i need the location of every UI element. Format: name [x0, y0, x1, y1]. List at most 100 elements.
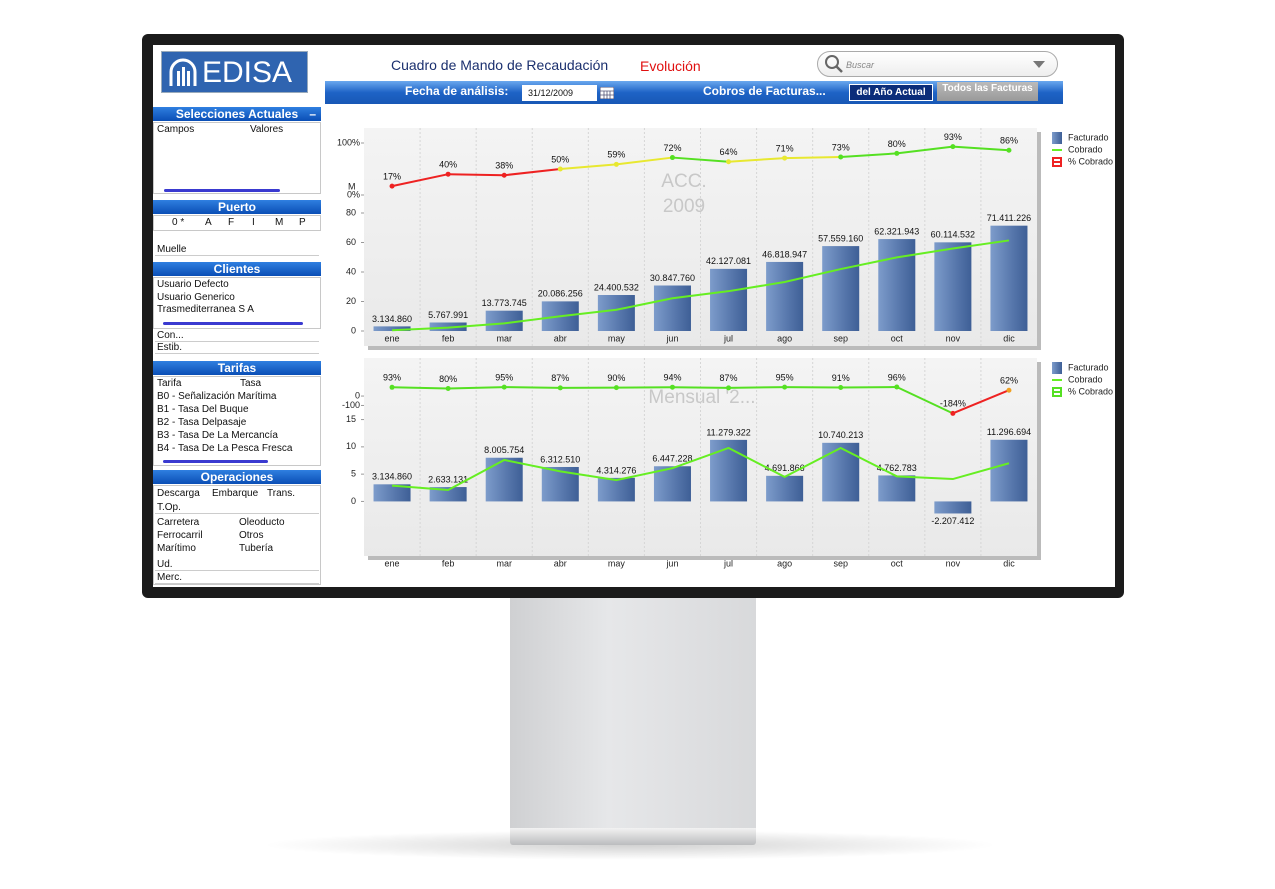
annotation: 2009 — [663, 196, 705, 217]
bar — [429, 487, 467, 502]
list-item[interactable]: Marítimo — [157, 543, 196, 554]
dropdown[interactable] — [155, 559, 319, 571]
line-point — [445, 386, 451, 392]
x-tick-label: feb — [442, 558, 455, 568]
dropdown-label: Muelle — [157, 244, 187, 255]
line-segment — [616, 156, 673, 166]
bar — [373, 326, 411, 331]
search-placeholder: Buscar — [846, 60, 875, 70]
bar-label: 13.773.745 — [482, 298, 527, 308]
logo-icon — [169, 58, 197, 86]
x-tick-label: ene — [385, 333, 400, 343]
date-input[interactable]: 31/12/2009 — [522, 85, 597, 101]
line-segment — [784, 156, 841, 160]
point-label: 95% — [495, 372, 513, 382]
list-item[interactable]: B1 - Tasa Del Buque — [157, 404, 249, 415]
column-header: M — [275, 217, 284, 228]
date-label: Fecha de análisis: — [405, 84, 509, 98]
bar-label: 62.321.943 — [874, 226, 919, 236]
line-point — [782, 384, 788, 390]
line-segment — [504, 168, 561, 177]
list-item[interactable]: B2 - Tasa Delpasaje — [157, 417, 247, 428]
annotation: Mensual '2... — [648, 387, 755, 408]
line-segment — [504, 386, 561, 389]
list-item[interactable]: Carretera — [157, 517, 200, 528]
line — [391, 239, 1010, 332]
bar — [878, 475, 916, 502]
x-tick-label: oct — [891, 558, 904, 568]
column-header: Tarifa — [157, 378, 182, 389]
y-tick-label: 0 — [351, 325, 356, 335]
panel-title-text: Tarifas — [217, 361, 257, 375]
dropdown[interactable] — [155, 572, 319, 584]
line-point — [389, 183, 395, 189]
dropdown-label: Ud. — [157, 559, 173, 570]
point-label: 62% — [1000, 376, 1018, 386]
bar-label: 60.114.532 — [931, 230, 975, 240]
point-label: 73% — [832, 142, 850, 152]
bar-label: 10.740.213 — [818, 430, 863, 440]
point-label: 93% — [944, 132, 962, 142]
monitor-base — [510, 828, 756, 845]
bar — [822, 442, 860, 502]
line-point — [950, 410, 956, 416]
panel-box — [153, 122, 321, 194]
line-point — [726, 159, 732, 165]
x-tick-label: jun — [665, 558, 678, 568]
scrollbar[interactable] — [163, 460, 268, 463]
panel-title: Puerto — [153, 200, 321, 214]
panel-title: Selecciones Actuales – — [153, 107, 321, 121]
list-item[interactable]: B4 - Tasa De La Pesca Fresca — [157, 443, 293, 454]
calendar-icon[interactable] — [600, 87, 614, 99]
dropdown[interactable] — [155, 502, 319, 514]
line — [391, 446, 1010, 491]
bar-label: 20.086.256 — [538, 289, 583, 299]
line-segment — [672, 386, 729, 389]
y-tick-label: 20 — [346, 296, 356, 306]
legend-swatch — [1052, 132, 1062, 144]
dropdown[interactable] — [155, 342, 319, 354]
y2-tick-label: 100% — [337, 137, 360, 147]
bar-label: 4.314.276 — [596, 465, 636, 475]
scrollbar[interactable] — [163, 322, 303, 325]
list-item[interactable]: B3 - Tasa De La Mercancía — [157, 430, 278, 441]
x-tick-label: abr — [554, 558, 567, 568]
list-item[interactable]: B0 - Señalización Marítima — [157, 391, 277, 402]
point-label: 59% — [607, 150, 625, 160]
list-item[interactable]: Otros — [239, 530, 264, 541]
line-segment — [391, 173, 449, 188]
line-point — [838, 154, 844, 160]
point-label: -184% — [940, 399, 966, 409]
list-item[interactable]: Usuario Defecto — [157, 279, 229, 290]
line-segment — [728, 157, 785, 163]
title: Cuadro de Mando de Recaudación — [391, 57, 609, 73]
panel-box — [153, 376, 321, 466]
dropdown[interactable] — [155, 244, 319, 256]
line-point — [613, 385, 619, 391]
annotation: ACC. — [661, 171, 706, 192]
dropdown-label: Merc. — [157, 572, 182, 583]
column-header: P — [299, 217, 306, 228]
panel-title: Clientes — [153, 262, 321, 276]
button-all-invoices[interactable]: Todos las Facturas — [937, 82, 1038, 101]
panel-title-text: Puerto — [217, 200, 256, 214]
line-point — [838, 384, 844, 390]
dropdown-label: Con... — [157, 330, 184, 341]
list-item[interactable]: Trasmediterranea S A — [157, 304, 254, 315]
bar-label: 11.296.694 — [987, 427, 1031, 437]
list-item[interactable]: Tubería — [239, 543, 274, 554]
line-segment — [672, 156, 729, 163]
list-item[interactable]: Usuario Generico — [157, 292, 235, 303]
point-label: 87% — [720, 373, 738, 383]
search-box[interactable]: Buscar — [817, 51, 1058, 77]
line-point — [669, 155, 675, 161]
line-point — [782, 155, 788, 161]
button-current-year[interactable]: del Año Actual — [849, 84, 933, 101]
bar-label: 46.818.947 — [762, 249, 807, 259]
line-segment — [448, 386, 505, 390]
scrollbar[interactable] — [164, 189, 280, 192]
list-item[interactable]: Oleoducto — [239, 517, 285, 528]
dropdown[interactable] — [155, 330, 319, 342]
list-item[interactable]: Ferrocarril — [157, 530, 203, 541]
search-arrow — [1033, 61, 1045, 68]
